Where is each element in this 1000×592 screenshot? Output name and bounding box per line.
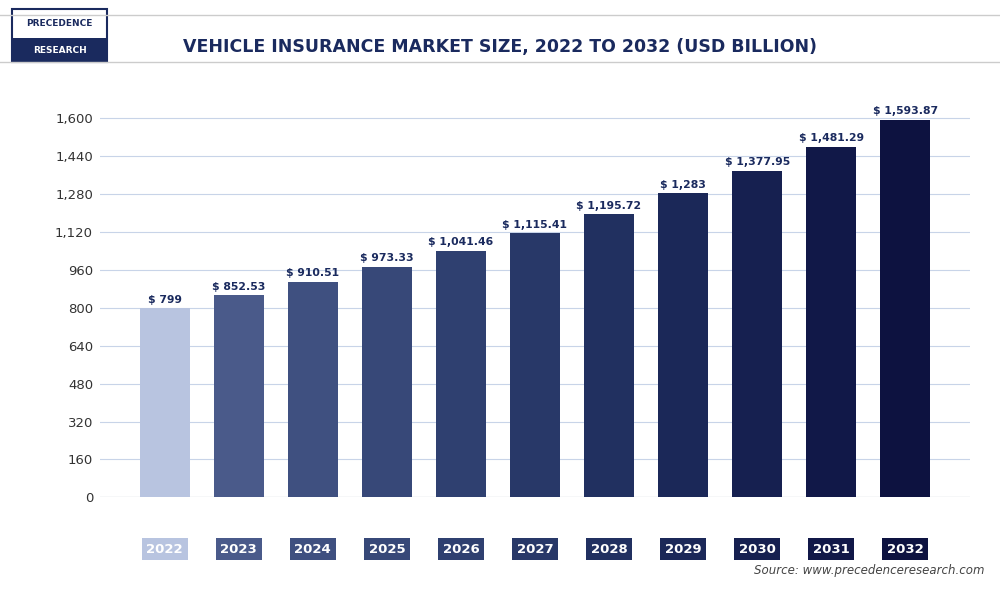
Text: $ 1,377.95: $ 1,377.95 (725, 157, 790, 168)
Text: 2024: 2024 (294, 543, 331, 556)
Bar (140, 308, 190, 497)
Text: 2028: 2028 (591, 543, 627, 556)
Bar (880, 120, 930, 497)
Text: $ 1,195.72: $ 1,195.72 (576, 201, 642, 211)
Text: 2026: 2026 (443, 543, 479, 556)
Bar (362, 267, 412, 497)
Bar (806, 146, 856, 497)
Text: $ 973.33: $ 973.33 (360, 253, 414, 263)
Text: $ 852.53: $ 852.53 (212, 282, 265, 292)
Text: 2031: 2031 (813, 543, 850, 556)
Bar (584, 214, 634, 497)
Text: 2032: 2032 (887, 543, 924, 556)
Text: $ 1,283: $ 1,283 (660, 180, 706, 190)
Text: 2022: 2022 (146, 543, 183, 556)
Text: $ 1,481.29: $ 1,481.29 (799, 133, 864, 143)
Text: VEHICLE INSURANCE MARKET SIZE, 2022 TO 2032 (USD BILLION): VEHICLE INSURANCE MARKET SIZE, 2022 TO 2… (183, 38, 817, 56)
Text: $ 1,593.87: $ 1,593.87 (873, 107, 938, 116)
Text: $ 799: $ 799 (148, 295, 182, 304)
Text: 2029: 2029 (665, 543, 701, 556)
Text: $ 910.51: $ 910.51 (286, 268, 339, 278)
Text: 2027: 2027 (517, 543, 553, 556)
Text: Source: www.precedenceresearch.com: Source: www.precedenceresearch.com (755, 564, 985, 577)
Text: RESEARCH: RESEARCH (33, 46, 86, 55)
Text: 2025: 2025 (369, 543, 405, 556)
Bar (288, 282, 338, 497)
Text: 2030: 2030 (739, 543, 776, 556)
Bar (436, 250, 486, 497)
Text: PRECEDENCE: PRECEDENCE (26, 20, 93, 28)
Bar (214, 295, 264, 497)
Bar (510, 233, 560, 497)
Text: $ 1,041.46: $ 1,041.46 (428, 237, 494, 247)
Bar (658, 194, 708, 497)
Bar (732, 171, 782, 497)
Text: 2023: 2023 (220, 543, 257, 556)
Text: $ 1,115.41: $ 1,115.41 (503, 220, 568, 230)
